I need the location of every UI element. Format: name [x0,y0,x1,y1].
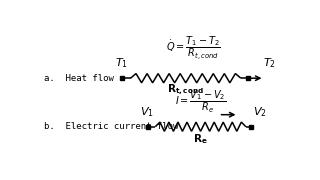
Text: $\mathbf{R_{t,cond}}$: $\mathbf{R_{t,cond}}$ [167,83,204,97]
Text: $\dot{Q} = \dfrac{T_1 - T_2}{R_{t,cond}}$: $\dot{Q} = \dfrac{T_1 - T_2}{R_{t,cond}}… [166,34,221,62]
Text: $\mathbf{R_e}$: $\mathbf{R_e}$ [193,132,208,146]
Text: $T_2$: $T_2$ [263,56,276,70]
Text: b.  Electric current flow: b. Electric current flow [44,122,178,131]
Text: a.  Heat flow: a. Heat flow [44,74,114,83]
Text: $V_1$: $V_1$ [140,105,154,119]
Text: $I = \dfrac{V_1 - V_2}{R_e}$: $I = \dfrac{V_1 - V_2}{R_e}$ [175,88,227,115]
Text: $T_1$: $T_1$ [115,56,128,70]
Text: $V_2$: $V_2$ [252,105,266,119]
